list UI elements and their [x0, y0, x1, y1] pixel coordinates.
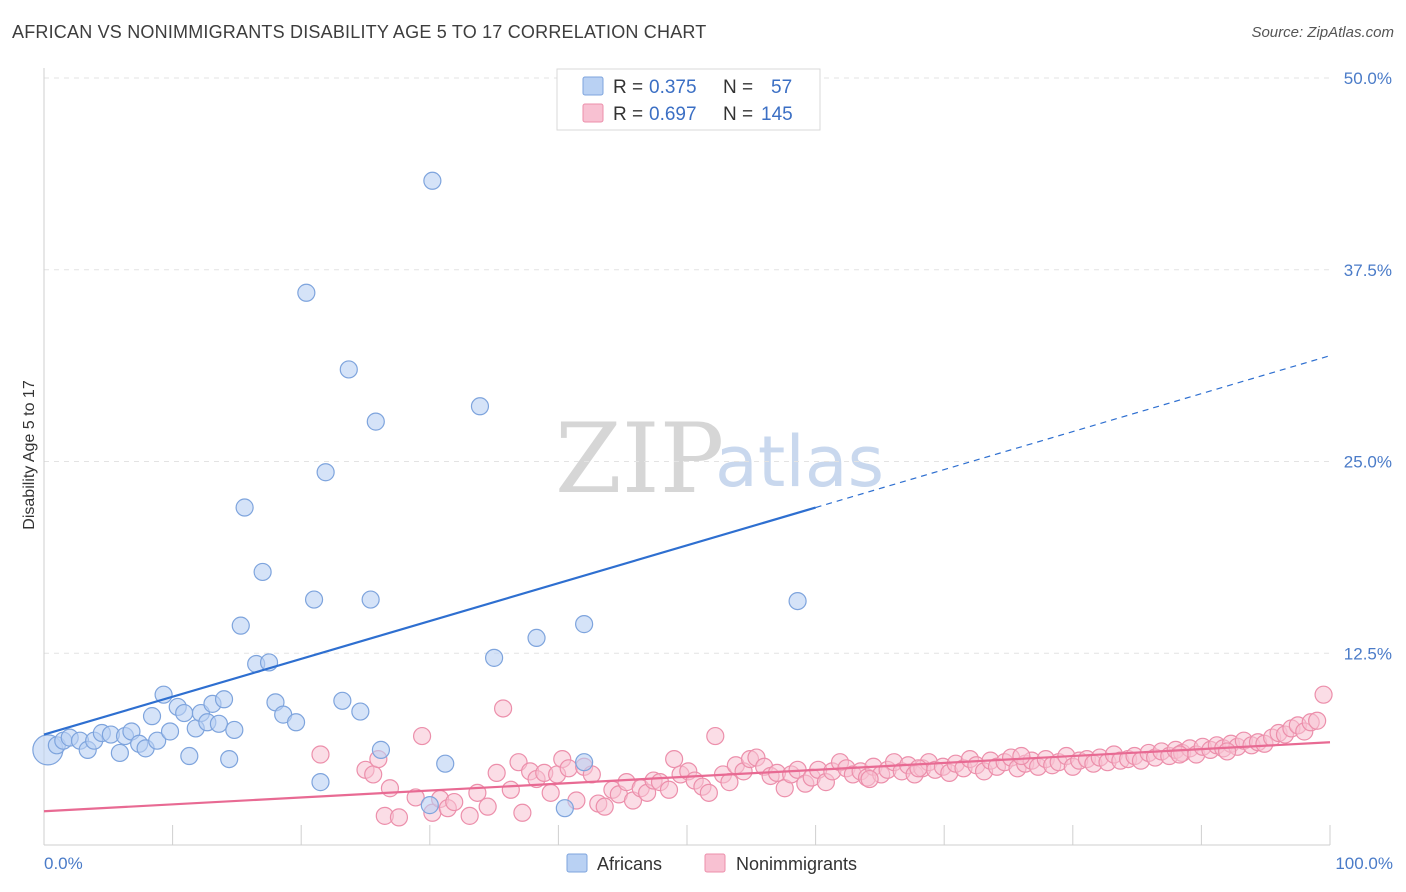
- bottom-legend-nonimmigrants: Nonimmigrants: [736, 854, 857, 874]
- nonimmigrants-point: [595, 797, 614, 816]
- africans-point: [436, 754, 455, 773]
- africans-point: [214, 690, 234, 709]
- nonimmigrants-point: [559, 759, 578, 778]
- africans-point: [423, 171, 442, 190]
- africans-point: [316, 463, 335, 482]
- nonimmigrants-point: [1170, 745, 1189, 764]
- grid: [44, 77, 1330, 654]
- nonimmigrants-point: [909, 759, 928, 778]
- axes: 12.5% 25.0% 37.5% 50.0% 0.0% 100.0%: [43, 68, 1393, 873]
- nonimmigrants-points: [311, 685, 1333, 827]
- africans-trend-line: [43, 506, 816, 736]
- africans-point: [470, 397, 490, 416]
- correlation-legend: R = 0.375 N = 57 R = 0.697 N = 145: [556, 68, 821, 131]
- nonimmigrants-point: [659, 780, 679, 799]
- bottom-legend-africans: Africans: [597, 854, 662, 874]
- africans-point: [555, 799, 574, 818]
- nonimmigrants-point: [311, 745, 330, 764]
- africans-point: [366, 412, 385, 431]
- bottom-legend-swatch-nonimmigrants: [704, 853, 726, 873]
- x-tick-label: 0.0%: [44, 854, 83, 873]
- y-axis-label: Disability Age 5 to 17: [21, 380, 38, 530]
- nonimmigrants-point: [1012, 746, 1031, 766]
- legend-swatch-africans: [582, 76, 604, 96]
- legend-n-africans: 57: [771, 77, 792, 98]
- africans-point: [110, 743, 129, 763]
- legend-n-label-africans: N =: [723, 77, 753, 98]
- africans-point: [297, 283, 316, 302]
- africans-point: [420, 796, 439, 815]
- chart-title: AFRICAN VS NONIMMIGRANTS DISABILITY AGE …: [12, 22, 707, 42]
- nonimmigrants-point: [412, 726, 432, 746]
- africans-point: [333, 691, 352, 710]
- nonimmigrants-point: [720, 773, 739, 792]
- bottom-legend-swatch-africans: [566, 853, 588, 873]
- africans-point: [361, 590, 380, 609]
- africans-point: [788, 591, 807, 611]
- watermark-zip: ZIP: [555, 403, 724, 515]
- legend-r-nonimmigrants: 0.697: [649, 104, 697, 125]
- nonimmigrants-trend-line: [43, 741, 1331, 813]
- africans-point: [527, 628, 546, 648]
- africans-point: [286, 713, 306, 732]
- nonimmigrants-point: [860, 769, 879, 789]
- y-tick-label: 37.5%: [1344, 261, 1392, 280]
- nonimmigrants-point: [406, 788, 425, 807]
- legend-r-africans: 0.375: [649, 77, 697, 98]
- africans-point: [180, 746, 199, 766]
- legend-n-nonimmigrants: 145: [761, 104, 793, 125]
- africans-point: [339, 360, 358, 379]
- africans-point: [220, 749, 239, 769]
- africans-point: [575, 615, 594, 634]
- nonimmigrants-point: [478, 797, 497, 816]
- africans-point: [351, 702, 370, 721]
- nonimmigrants-point: [487, 763, 506, 783]
- africans-point: [575, 753, 594, 772]
- nonimmigrants-point: [364, 765, 383, 784]
- africans-point: [371, 740, 391, 759]
- source-credit: Source: ZipAtlas.com: [1251, 24, 1394, 41]
- trend-lines: [43, 355, 1331, 813]
- legend-r-label-nonimmigrants: R =: [613, 104, 643, 125]
- legend-swatch-nonimmigrants: [582, 103, 604, 123]
- legend-r-label-africans: R =: [613, 77, 643, 98]
- nonimmigrants-point: [501, 780, 520, 799]
- africans-point: [142, 707, 162, 726]
- nonimmigrants-point: [460, 806, 479, 825]
- africans-point: [231, 616, 250, 635]
- nonimmigrants-point: [513, 803, 532, 822]
- nonimmigrants-point: [699, 783, 718, 802]
- nonimmigrants-point: [389, 808, 409, 827]
- africans-point: [235, 498, 254, 517]
- nonimmigrants-point: [665, 749, 684, 769]
- nonimmigrants-point: [541, 783, 560, 802]
- nonimmigrants-point: [1308, 711, 1327, 730]
- africans-point: [253, 562, 272, 582]
- y-tick-label: 25.0%: [1344, 453, 1392, 472]
- africans-trend-extension: [815, 355, 1331, 509]
- legend-n-label-nonimmigrants: N =: [723, 104, 753, 125]
- series-legend: Africans Nonimmigrants: [566, 853, 857, 874]
- africans-point: [160, 722, 180, 741]
- nonimmigrants-point: [380, 779, 400, 798]
- nonimmigrants-point: [445, 792, 464, 812]
- africans-point: [148, 731, 167, 750]
- nonimmigrants-point: [494, 699, 513, 718]
- nonimmigrants-point: [706, 726, 725, 746]
- africans-point: [225, 720, 244, 740]
- africans-point: [311, 773, 330, 792]
- africans-point: [175, 703, 194, 723]
- y-tick-label: 50.0%: [1344, 69, 1392, 88]
- africans-point: [209, 714, 228, 733]
- nonimmigrants-point: [1218, 742, 1237, 761]
- nonimmigrants-point: [1314, 685, 1333, 704]
- x-tick-label: 100.0%: [1335, 854, 1393, 873]
- africans-point: [485, 648, 504, 667]
- y-tick-label: 12.5%: [1344, 644, 1392, 663]
- africans-point: [304, 590, 324, 609]
- africans-points: [32, 171, 807, 818]
